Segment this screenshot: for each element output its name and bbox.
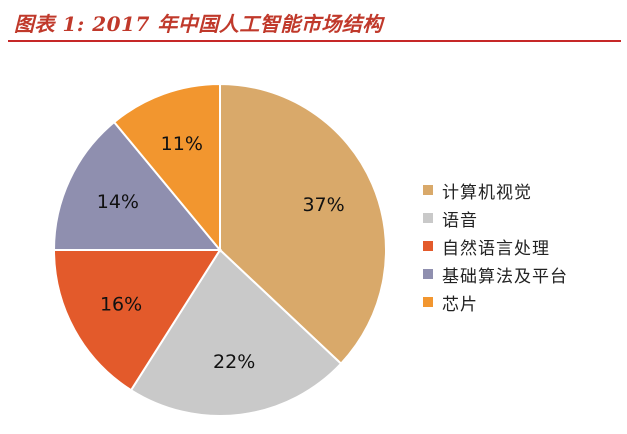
legend-swatch	[423, 241, 433, 251]
pie-slice-1	[219, 82, 387, 366]
legend-item-2: 语音	[423, 204, 568, 232]
legend-swatch	[423, 185, 433, 195]
pie-data-label-1: 37%	[302, 194, 344, 216]
pie-slice-3	[52, 249, 222, 392]
chart-title: 图表 1: 2017 年中国人工智能市场结构	[14, 12, 383, 36]
legend-item-3: 自然语言处理	[423, 232, 568, 260]
chart-legend: 计算机视觉语音自然语言处理 基础算法及平台 芯片	[423, 176, 568, 316]
legend-swatch	[423, 213, 433, 223]
legend-swatch	[423, 269, 433, 279]
pie-slice-4	[52, 120, 223, 251]
legend-item-5: 芯片	[423, 288, 568, 316]
legend-label: 语音	[442, 210, 478, 231]
pie-data-label-2: 22%	[213, 351, 255, 373]
legend-label: 自然语言处理	[442, 238, 550, 259]
legend-label: 基础算法及平台	[442, 266, 568, 287]
legend-label: 芯片	[442, 294, 478, 315]
legend-swatch	[423, 297, 433, 307]
legend-item-4: 基础算法及平台	[423, 260, 568, 288]
pie-slice-2	[129, 248, 343, 417]
pie-slice-5	[112, 82, 221, 253]
pie-data-labels: 37% 22% 16% 14% 11%	[97, 133, 345, 373]
title-divider	[8, 40, 621, 42]
pie-data-label-5: 11%	[161, 133, 203, 155]
pie-slices	[52, 82, 387, 417]
legend-item-1: 计算机视觉	[423, 176, 568, 204]
pie-data-label-3: 16%	[100, 293, 142, 315]
legend-label: 计算机视觉	[442, 182, 532, 203]
pie-data-label-4: 14%	[97, 191, 139, 213]
